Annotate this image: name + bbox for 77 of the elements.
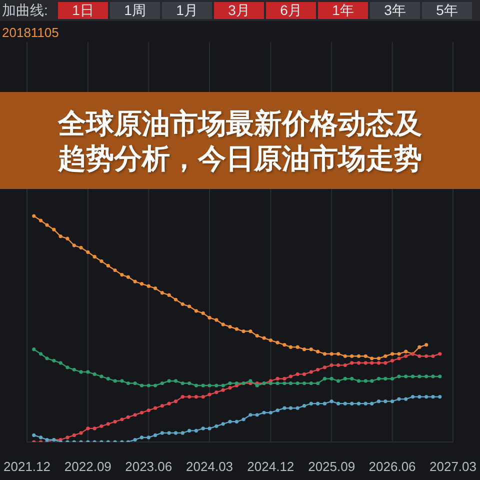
point xyxy=(126,275,130,279)
point xyxy=(66,236,70,240)
point xyxy=(268,338,272,342)
point xyxy=(167,293,171,297)
x-tick-label: 2023.06 xyxy=(125,459,172,474)
point xyxy=(38,218,43,222)
point xyxy=(330,352,334,356)
x-tick-label: 2025.09 xyxy=(308,459,356,474)
point xyxy=(322,352,327,356)
point xyxy=(234,327,238,331)
point xyxy=(262,336,266,340)
point xyxy=(336,352,340,356)
x-tick-label: 2024.03 xyxy=(186,459,234,474)
point xyxy=(214,318,218,322)
point xyxy=(45,223,49,227)
point xyxy=(221,322,225,326)
period-button[interactable]: 1日 xyxy=(58,2,108,19)
text: 20181105 xyxy=(2,25,59,40)
point xyxy=(32,214,36,218)
point xyxy=(188,304,192,308)
point xyxy=(194,309,198,313)
point xyxy=(343,354,347,358)
point xyxy=(356,354,361,358)
period-button[interactable]: 5年 xyxy=(422,2,472,19)
point xyxy=(52,228,56,232)
point xyxy=(276,340,280,344)
point xyxy=(288,345,292,349)
point xyxy=(106,264,110,268)
period-button[interactable]: 3年 xyxy=(370,2,420,19)
point xyxy=(58,234,62,238)
point xyxy=(86,250,90,254)
period-button[interactable]: 1月 xyxy=(162,2,212,19)
point xyxy=(390,352,394,356)
point xyxy=(100,259,104,264)
point xyxy=(242,329,246,334)
point xyxy=(180,302,184,306)
point xyxy=(350,354,354,358)
text: 加曲线: xyxy=(2,2,48,19)
point xyxy=(72,244,76,248)
period-button[interactable]: 1周 xyxy=(110,2,160,19)
point xyxy=(370,356,374,360)
x-tick-label: 2021.12 xyxy=(4,459,50,474)
period-button[interactable]: 6月 xyxy=(266,2,316,19)
point xyxy=(424,343,428,347)
point xyxy=(140,282,144,286)
point xyxy=(296,345,300,349)
point xyxy=(228,324,232,329)
point xyxy=(92,254,96,258)
period-button[interactable]: 3月 xyxy=(214,2,264,19)
point xyxy=(153,286,158,290)
point xyxy=(282,343,286,347)
point xyxy=(397,352,401,356)
period-button[interactable]: 1年 xyxy=(318,2,368,19)
point xyxy=(160,291,164,295)
point xyxy=(146,284,150,288)
point xyxy=(404,350,408,354)
point xyxy=(384,354,388,358)
point xyxy=(113,268,117,272)
point xyxy=(376,356,381,360)
point xyxy=(133,280,137,284)
point xyxy=(201,311,205,315)
point xyxy=(302,348,306,352)
point xyxy=(364,354,368,358)
x-tick-label: 2022.09 xyxy=(64,459,112,474)
point xyxy=(208,316,212,320)
point xyxy=(79,246,83,250)
point xyxy=(174,298,178,302)
point xyxy=(418,345,422,349)
point xyxy=(248,329,252,334)
x-tick-label: 2024.12 xyxy=(247,459,294,474)
chart-title: 全球原油市场最新价格动态及趋势分析，今日原油市场走势 xyxy=(56,106,423,176)
point xyxy=(120,272,124,277)
x-tick-label: 2027.03 xyxy=(430,459,476,474)
x-tick-label: 2026.06 xyxy=(368,459,416,474)
point xyxy=(255,334,259,338)
point xyxy=(309,348,313,352)
point xyxy=(316,350,320,354)
